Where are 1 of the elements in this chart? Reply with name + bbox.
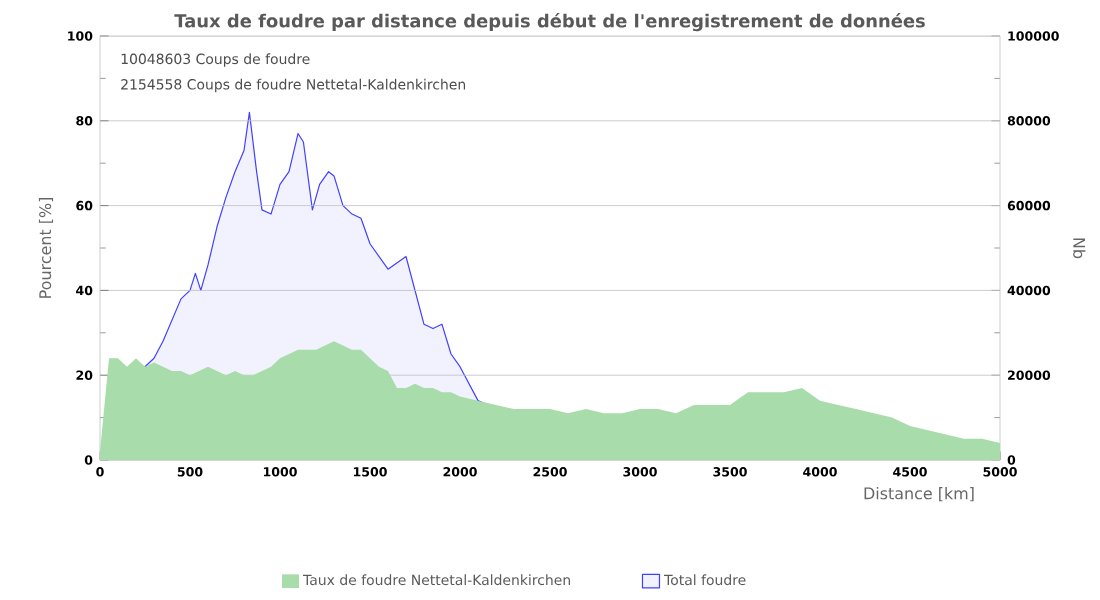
chart-title: Taux de foudre par distance depuis début de l'enregistrement de données xyxy=(174,13,925,32)
